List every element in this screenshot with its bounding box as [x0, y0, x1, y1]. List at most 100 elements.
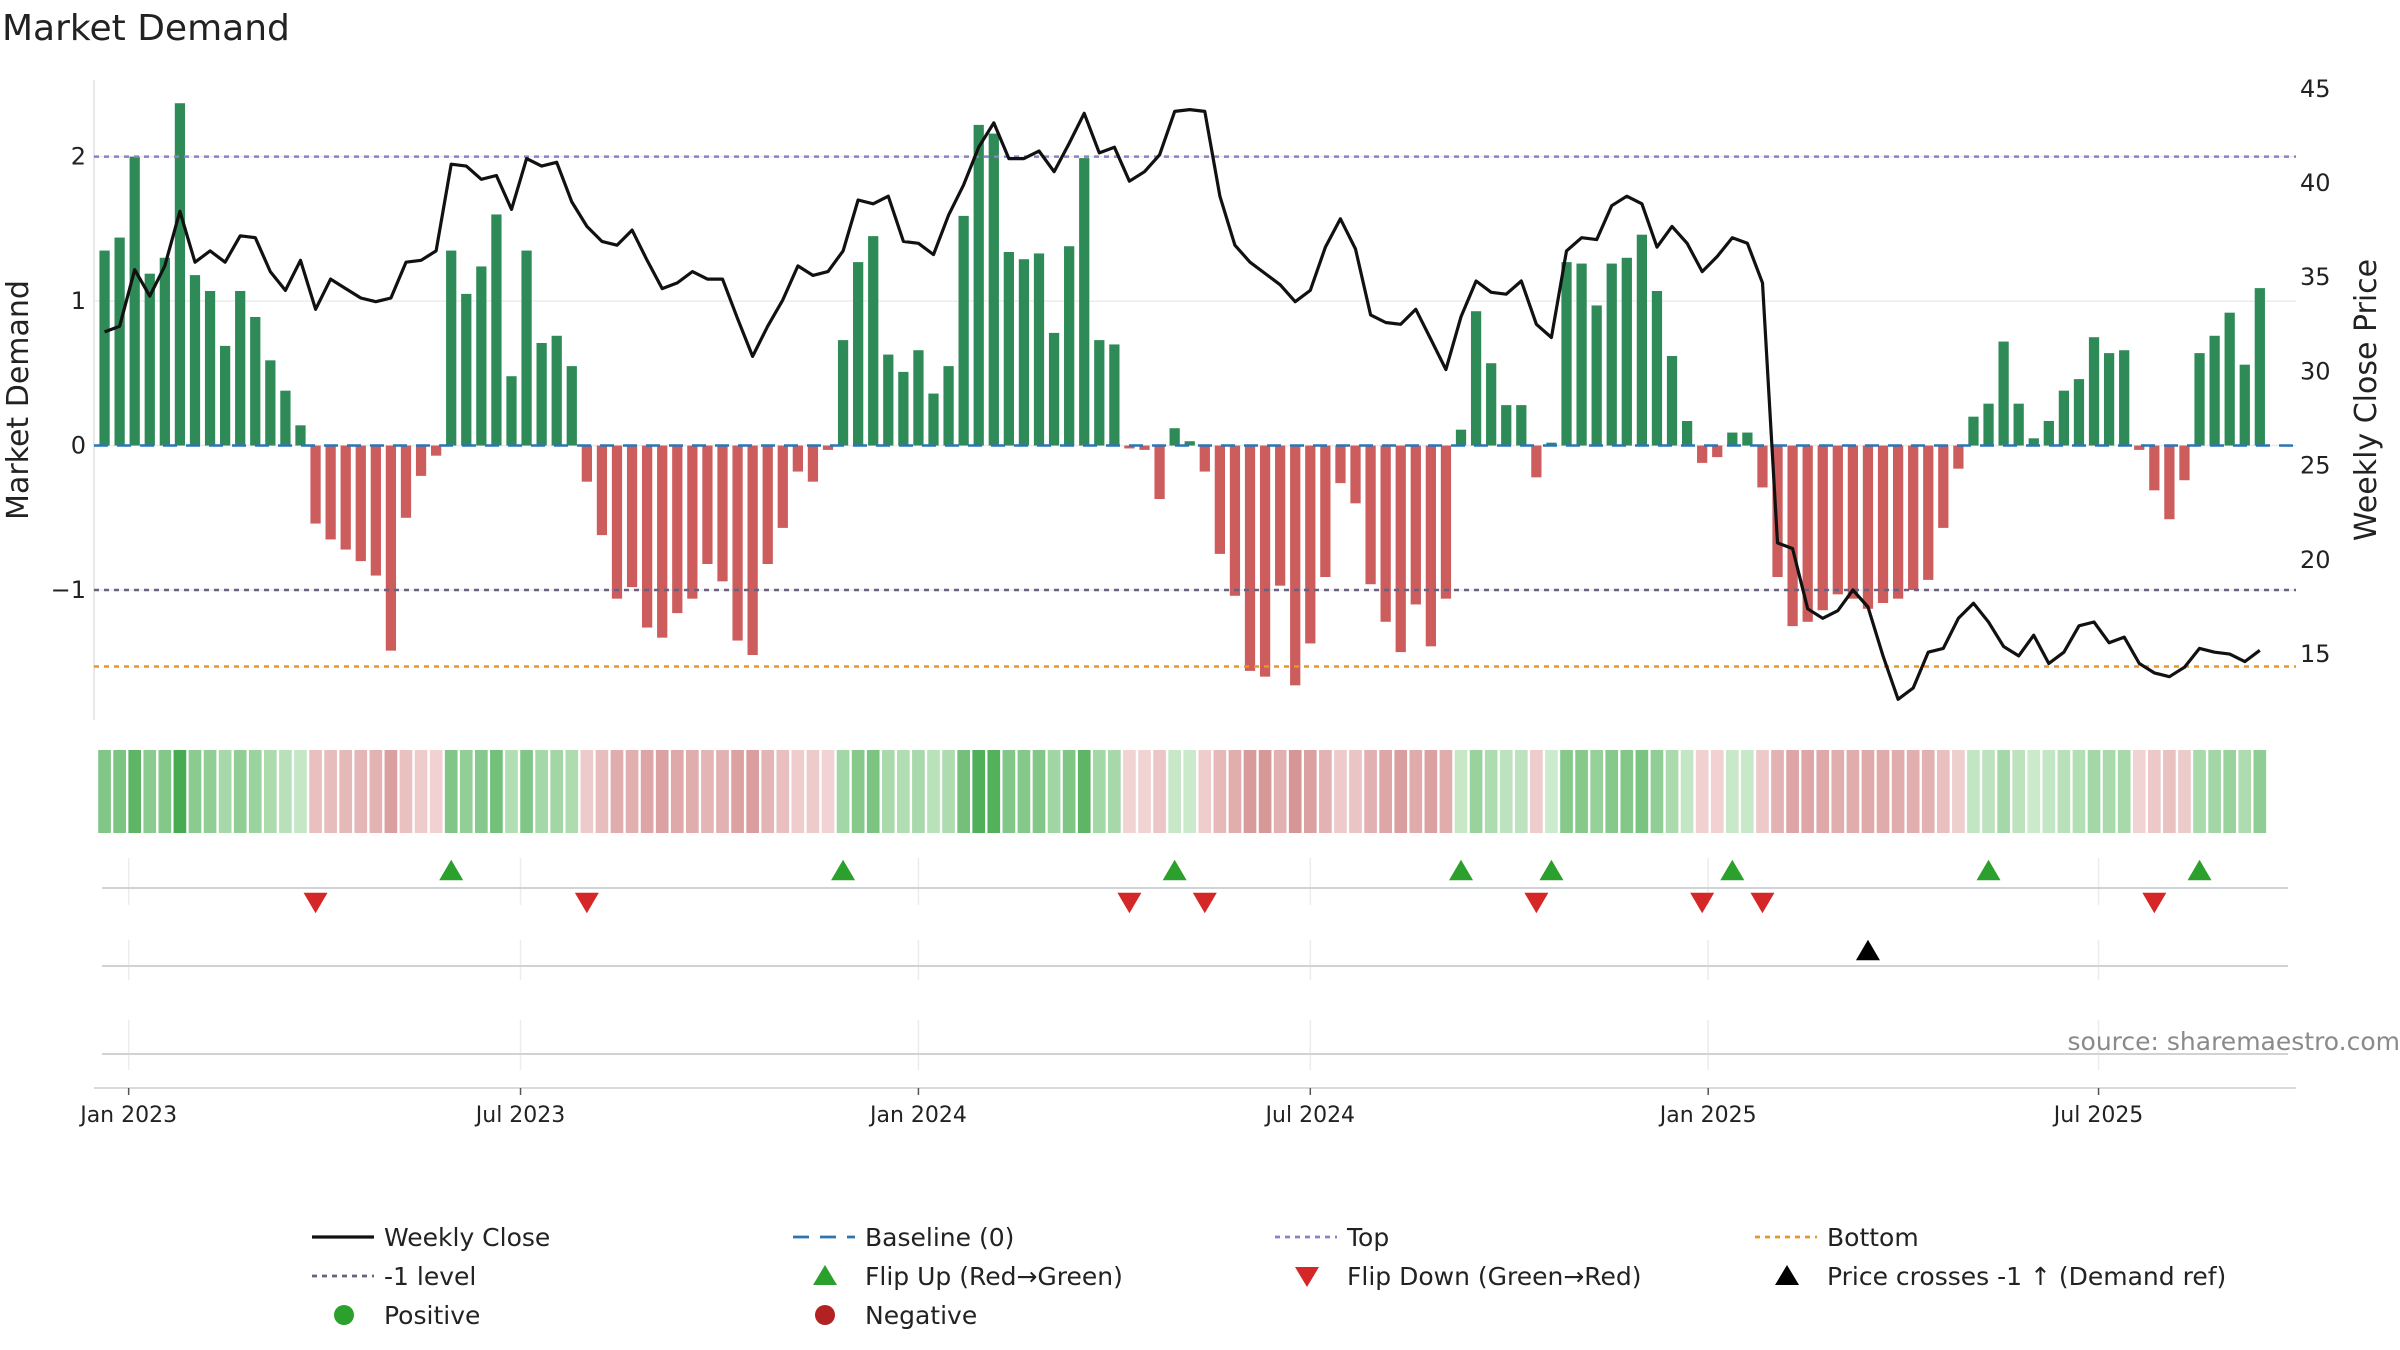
event-marker-rows [102, 858, 2288, 1070]
heat-cell [2178, 750, 2191, 833]
demand-bar [204, 291, 216, 446]
demand-bar [958, 215, 969, 446]
demand-bar [1425, 445, 1436, 647]
heat-cell [2132, 750, 2146, 833]
right-y-ticks: 45 40 35 30 25 20 15 [2300, 75, 2331, 668]
heat-cell [1620, 750, 1634, 833]
flip-up-marker [1539, 859, 1564, 881]
flip-up-marker [1720, 859, 1745, 881]
demand-bar [1320, 445, 1331, 577]
right-axis-label: Weekly Close Price [2349, 259, 2384, 541]
legend-swatch [813, 1265, 837, 1285]
demand-bar [1350, 445, 1361, 504]
heat-cell [1861, 750, 1875, 833]
heat-cell [1017, 750, 1031, 833]
demand-bar [2013, 403, 2024, 446]
demand-bar [1335, 445, 1346, 484]
heat-cell [1002, 750, 1016, 833]
legend-label: Price crosses -1 ↑ (Demand ref) [1827, 1262, 2226, 1291]
heat-cell [1032, 750, 1046, 833]
flip-down-marker [574, 892, 599, 914]
demand-bar [1832, 445, 1843, 595]
heat-cell [1409, 750, 1423, 833]
heat-cell [912, 750, 925, 833]
heat-cell [670, 750, 684, 833]
right-tick-label: 15 [2300, 640, 2331, 668]
heat-cell [1665, 750, 1679, 833]
heat-cell [580, 750, 594, 833]
demand-bar [1923, 445, 1934, 580]
demand-bar [566, 366, 577, 446]
demand-bar [1847, 445, 1859, 599]
demand-bar [1546, 442, 1557, 446]
weekly-close-line [104, 107, 2261, 701]
heat-cell [203, 750, 217, 833]
demand-bar [1606, 263, 1617, 446]
flip-up-marker [2187, 859, 2212, 881]
left-tick-label: −1 [51, 576, 86, 604]
demand-bar [1139, 445, 1150, 450]
demand-bar [1636, 234, 1648, 446]
heat-cell [881, 750, 895, 833]
heat-cell [1062, 750, 1076, 833]
demand-bar [2119, 350, 2130, 446]
demand-bar [1666, 356, 1678, 446]
heat-cell [1258, 750, 1272, 833]
demand-bar [280, 390, 291, 446]
demand-bar [672, 445, 683, 614]
demand-bar [2043, 421, 2054, 446]
heat-cell [1725, 750, 1739, 833]
demand-bar [506, 376, 517, 446]
left-y-ticks: 2 1 0 −1 [51, 143, 86, 604]
heat-cell [1123, 750, 1136, 833]
heat-cell [1499, 750, 1513, 833]
flip-down-marker [1690, 892, 1715, 914]
left-tick-label: 2 [71, 143, 86, 171]
demand-bar [1621, 257, 1632, 446]
demand-bar [1395, 445, 1406, 653]
heat-cell [173, 750, 187, 833]
demand-bar [1124, 445, 1135, 449]
demand-bar [1380, 445, 1391, 622]
heat-cell [1469, 750, 1483, 833]
heat-cell [1288, 750, 1302, 833]
legend-label: Flip Down (Green→Red) [1347, 1262, 1642, 1291]
demand-bar [747, 445, 758, 655]
legend-label: Bottom [1827, 1223, 1919, 1252]
demand-bar [491, 214, 502, 446]
heat-cell [1876, 750, 1890, 833]
legend-label: Baseline (0) [865, 1223, 1014, 1252]
heat-cell [264, 750, 277, 833]
demand-bar [2194, 353, 2205, 446]
demand-bar [1244, 445, 1256, 671]
demand-bar [2134, 445, 2145, 450]
heat-cell [1153, 750, 1166, 833]
demand-bar [1998, 341, 2009, 446]
demand-bar [476, 266, 487, 446]
demand-bar [973, 124, 984, 446]
demand-bar [431, 445, 442, 456]
x-tick-label: Jul 2025 [2052, 1103, 2144, 1128]
demand-bar [385, 445, 397, 651]
heat-cell [1454, 750, 1468, 833]
demand-bar [2254, 288, 2265, 446]
demand-bar [1003, 252, 1014, 446]
heat-cell [158, 750, 172, 833]
heat-cell [2163, 750, 2176, 833]
heat-cell [686, 750, 699, 833]
x-axis-ticks: Jan 2023 Jul 2023 Jan 2024 Jul 2024 Jan 2025… [78, 1087, 2296, 1128]
demand-bar [1727, 432, 1738, 446]
heat-cell [701, 750, 714, 833]
demand-bar [1305, 445, 1316, 644]
flip-down-marker [1524, 892, 1549, 914]
chart-title: Market Demand [2, 8, 290, 49]
heat-cell [2147, 750, 2161, 833]
demand-bar [1365, 445, 1376, 585]
demand-bar [596, 445, 608, 536]
flip-up-marker [1976, 859, 2001, 881]
demand-bar [144, 273, 155, 446]
heat-cell [2102, 750, 2116, 833]
heat-cell [309, 750, 322, 833]
heat-cell [1786, 750, 1799, 833]
demand-bar [868, 236, 879, 446]
